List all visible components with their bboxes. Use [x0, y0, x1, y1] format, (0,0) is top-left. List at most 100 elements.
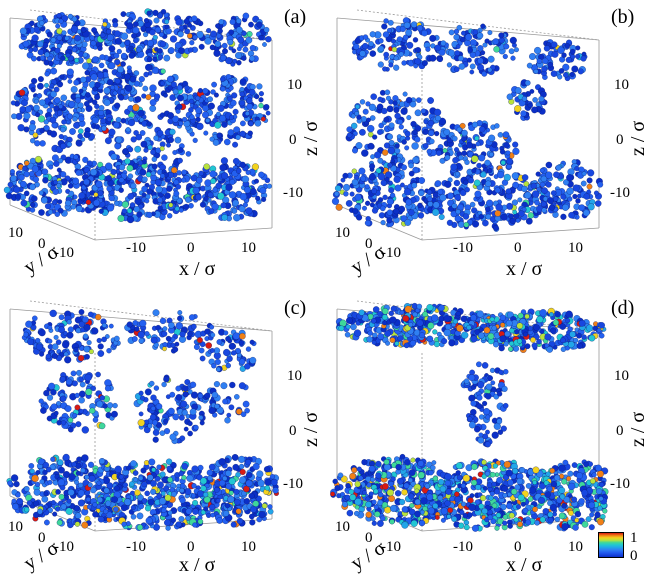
particle [101, 125, 107, 132]
particle [132, 21, 139, 28]
box-edge [336, 17, 600, 41]
particle [74, 512, 82, 519]
particle [388, 62, 394, 68]
particle [471, 121, 479, 128]
panel-label: (c) [284, 297, 307, 319]
particle [78, 115, 85, 122]
particle [189, 381, 197, 388]
particle [261, 196, 267, 202]
particle [263, 466, 271, 473]
particle [454, 50, 461, 56]
particle [103, 99, 111, 107]
particle [156, 481, 164, 489]
particle [123, 498, 132, 506]
particle [43, 491, 49, 497]
particle [31, 165, 39, 173]
particle [78, 88, 84, 94]
particle [140, 467, 147, 474]
particle [193, 424, 199, 431]
particle [167, 476, 173, 483]
particle [50, 130, 58, 138]
particle [506, 202, 514, 210]
particle [130, 514, 137, 520]
particle [469, 63, 476, 70]
particle [106, 348, 112, 354]
particle [262, 42, 267, 47]
particle [87, 461, 95, 468]
particle [467, 47, 473, 53]
particle [141, 481, 148, 488]
particle [406, 41, 414, 49]
particle [511, 199, 518, 206]
particle [367, 330, 373, 336]
particle [91, 27, 97, 33]
particle [487, 55, 495, 63]
particle [380, 205, 386, 212]
particle [248, 492, 255, 500]
particle [488, 134, 496, 142]
particle [71, 380, 78, 387]
particle [133, 130, 139, 136]
particle [550, 70, 558, 77]
particle [15, 492, 21, 498]
particle [526, 62, 533, 69]
particle [393, 64, 400, 71]
particle [91, 327, 99, 335]
particle [192, 508, 199, 515]
particle [50, 90, 57, 98]
particle [221, 42, 228, 49]
particle [111, 496, 118, 503]
particle [47, 56, 53, 62]
particle [212, 139, 220, 146]
particle [196, 337, 203, 344]
particle [167, 213, 173, 219]
particle [171, 115, 179, 123]
particle [116, 48, 122, 55]
particle [550, 190, 557, 196]
particle [558, 68, 565, 74]
particle [461, 331, 469, 339]
particle [470, 335, 478, 343]
particle [64, 35, 70, 41]
particle [386, 133, 393, 140]
particle [429, 54, 437, 62]
particle [48, 164, 54, 170]
particle [366, 336, 373, 343]
particle [545, 161, 553, 169]
particle [65, 378, 73, 386]
particle [529, 89, 535, 94]
particle [406, 115, 412, 121]
particle [381, 149, 389, 156]
particle [98, 208, 104, 214]
particle [469, 201, 476, 208]
particle [132, 26, 140, 34]
particle [377, 129, 383, 135]
particle [500, 160, 506, 166]
particle [524, 343, 531, 350]
particle [34, 140, 41, 147]
particle [505, 188, 512, 195]
particle [192, 187, 200, 195]
particle [137, 160, 144, 166]
particle [460, 315, 468, 323]
particle [84, 353, 90, 360]
particle [185, 196, 192, 203]
particle [103, 87, 111, 95]
particle [539, 181, 546, 188]
particle [58, 314, 65, 321]
particle [464, 33, 473, 41]
particle [3, 186, 11, 194]
particle [398, 124, 404, 130]
particle [399, 310, 405, 315]
particle [430, 43, 436, 49]
particle [84, 474, 90, 480]
x-axis-label: x / σ [179, 554, 216, 576]
particle [82, 333, 89, 340]
particle [553, 196, 559, 202]
particle [383, 116, 390, 123]
particle [246, 103, 254, 110]
particle [236, 60, 242, 66]
particle [581, 171, 587, 177]
particle [145, 94, 152, 101]
particle [582, 209, 590, 217]
